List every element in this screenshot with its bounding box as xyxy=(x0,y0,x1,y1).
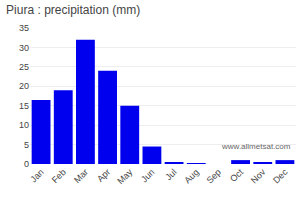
svg-text:5: 5 xyxy=(24,140,29,150)
svg-text:Sep: Sep xyxy=(205,167,223,185)
svg-text:10: 10 xyxy=(19,120,29,130)
svg-text:0: 0 xyxy=(24,159,29,169)
svg-text:Aug: Aug xyxy=(182,167,200,185)
svg-text:Apr: Apr xyxy=(95,167,112,184)
svg-text:Dec: Dec xyxy=(271,167,290,186)
svg-text:Piura : precipitation (mm): Piura : precipitation (mm) xyxy=(6,3,140,17)
svg-text:Nov: Nov xyxy=(249,167,268,186)
svg-text:Jul: Jul xyxy=(163,167,178,182)
svg-text:Feb: Feb xyxy=(50,167,68,185)
svg-text:15: 15 xyxy=(19,101,29,111)
svg-text:25: 25 xyxy=(19,62,29,72)
svg-text:Jun: Jun xyxy=(139,167,156,184)
svg-text:Mar: Mar xyxy=(72,167,90,185)
svg-text:20: 20 xyxy=(19,81,29,91)
svg-text:35: 35 xyxy=(19,23,29,33)
svg-text:Oct: Oct xyxy=(228,167,245,184)
svg-text:May: May xyxy=(115,167,134,186)
svg-text:30: 30 xyxy=(19,43,29,53)
svg-text:Jan: Jan xyxy=(28,167,45,184)
svg-text:www.allmetsat.com: www.allmetsat.com xyxy=(221,142,291,151)
